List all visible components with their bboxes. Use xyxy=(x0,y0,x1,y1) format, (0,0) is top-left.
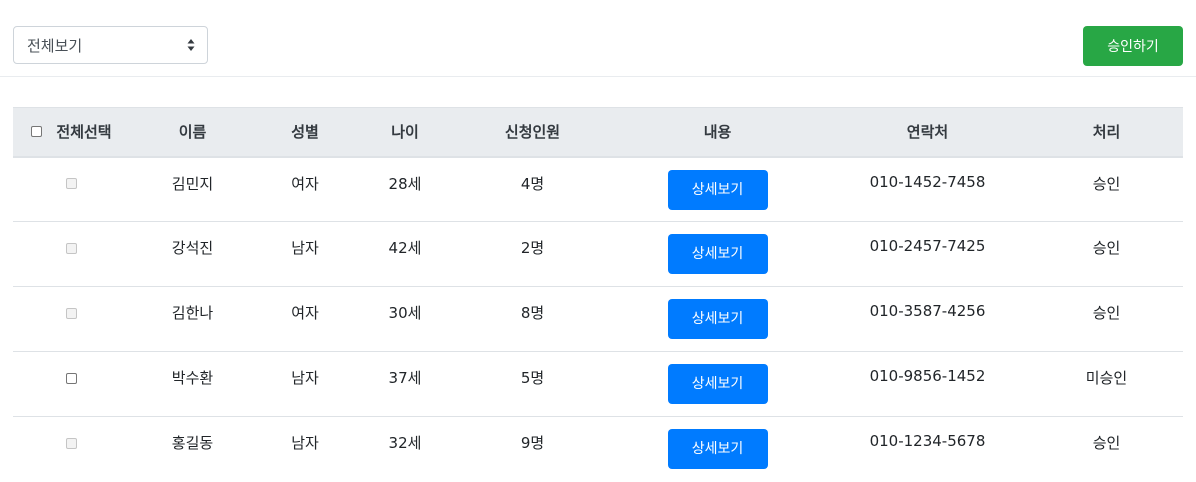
status-cell: 승인 xyxy=(1030,156,1183,222)
contact-cell: 010-2457-7425 xyxy=(825,221,1030,287)
name-cell: 박수환 xyxy=(130,351,255,417)
table-row: 홍길동 남자 32세 9명 상세보기 010-1234-5678 승인 xyxy=(13,417,1183,482)
detail-button[interactable]: 상세보기 xyxy=(667,299,768,339)
table-row: 김한나 여자 30세 8명 상세보기 010-3587-4256 승인 xyxy=(13,286,1183,352)
contact-cell: 010-9856-1452 xyxy=(825,351,1030,417)
name-cell: 김민지 xyxy=(130,156,255,222)
toolbar: 전체보기 승인하기 xyxy=(0,0,1196,77)
detail-button[interactable]: 상세보기 xyxy=(667,234,768,274)
contact-header: 연락처 xyxy=(825,107,1030,158)
applicants-header: 신청인원 xyxy=(455,107,610,158)
table-row: 박수환 남자 37세 5명 상세보기 010-9856-1452 미승인 xyxy=(13,351,1183,417)
contact-cell: 010-1452-7458 xyxy=(825,156,1030,222)
age-cell: 28세 xyxy=(355,156,455,222)
detail-button[interactable]: 상세보기 xyxy=(667,429,768,469)
gender-cell: 여자 xyxy=(255,286,355,352)
applicants-table: 전체선택 이름 성별 나이 신청인원 내용 연락처 처리 김민지 여자 28세 … xyxy=(13,107,1183,482)
applicants-cell: 4명 xyxy=(455,156,610,222)
age-cell: 42세 xyxy=(355,221,455,287)
gender-header: 성별 xyxy=(255,107,355,158)
sort-arrows-icon xyxy=(187,39,195,51)
select-all-checkbox[interactable] xyxy=(31,126,43,138)
contact-cell: 010-3587-4256 xyxy=(825,286,1030,352)
applicants-cell: 2명 xyxy=(455,221,610,287)
detail-button[interactable]: 상세보기 xyxy=(667,364,768,404)
row-checkbox xyxy=(66,307,77,319)
table-row: 강석진 남자 42세 2명 상세보기 010-2457-7425 승인 xyxy=(13,221,1183,287)
name-header: 이름 xyxy=(130,107,255,158)
detail-button[interactable]: 상세보기 xyxy=(667,169,768,210)
status-cell: 승인 xyxy=(1030,286,1183,352)
age-header: 나이 xyxy=(355,107,455,158)
applicants-cell: 5명 xyxy=(455,351,610,417)
name-cell: 김한나 xyxy=(130,286,255,352)
row-checkbox[interactable] xyxy=(66,372,77,384)
status-cell: 승인 xyxy=(1092,434,1121,452)
row-checkbox xyxy=(66,437,77,449)
name-cell: 강석진 xyxy=(130,221,255,287)
row-checkbox xyxy=(66,178,77,189)
status-header: 처리 xyxy=(1030,107,1183,158)
status-cell: 미승인 xyxy=(1030,351,1183,417)
gender-cell: 남자 xyxy=(291,434,319,452)
content-header: 내용 xyxy=(610,107,825,158)
table-row: 김민지 여자 28세 4명 상세보기 010-1452-7458 승인 xyxy=(13,156,1183,222)
filter-select[interactable]: 전체보기 xyxy=(13,26,208,64)
gender-cell: 남자 xyxy=(255,351,355,417)
applicants-cell: 9명 xyxy=(520,434,545,452)
contact-cell: 010-1234-5678 xyxy=(869,432,986,450)
table-header-row: 전체선택 이름 성별 나이 신청인원 내용 연락처 처리 xyxy=(13,107,1183,158)
gender-cell: 여자 xyxy=(255,156,355,222)
select-all-header: 전체선택 xyxy=(13,107,130,158)
age-cell: 37세 xyxy=(355,351,455,417)
age-cell: 30세 xyxy=(355,286,455,352)
name-cell: 홍길동 xyxy=(171,434,214,452)
row-checkbox xyxy=(66,242,77,254)
status-cell: 승인 xyxy=(1030,221,1183,287)
select-all-label: 전체선택 xyxy=(56,123,112,142)
approve-button[interactable]: 승인하기 xyxy=(1083,26,1183,66)
filter-select-value: 전체보기 xyxy=(27,36,83,55)
gender-cell: 남자 xyxy=(255,221,355,287)
applicants-cell: 8명 xyxy=(455,286,610,352)
age-cell: 32세 xyxy=(388,434,422,452)
